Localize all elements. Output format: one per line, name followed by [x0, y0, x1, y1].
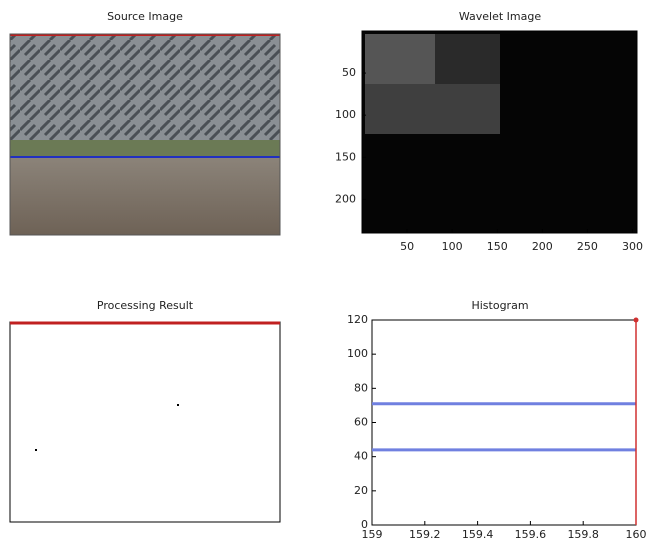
source-image	[10, 34, 280, 235]
x-tick-label: 250	[577, 240, 598, 253]
wavelet-image	[362, 31, 637, 233]
x-tick-label: 160	[626, 528, 647, 541]
x-tick-label: 200	[532, 240, 553, 253]
panel-title: Source Image	[107, 10, 183, 23]
x-tick-label: 150	[487, 240, 508, 253]
result-image	[10, 322, 280, 522]
x-tick-label: 100	[442, 240, 463, 253]
x-tick-label: 159.6	[515, 528, 547, 541]
x-tick-label: 300	[622, 240, 643, 253]
x-tick-label: 159.2	[409, 528, 441, 541]
y-tick-label: 80	[354, 381, 368, 394]
chart-title: Histogram	[471, 299, 528, 312]
y-tick-label: 120	[347, 313, 368, 326]
panel-title: Wavelet Image	[459, 10, 542, 23]
x-tick-label: 159.4	[462, 528, 494, 541]
y-tick-label: 0	[361, 518, 368, 531]
panel-title: Processing Result	[97, 299, 194, 312]
x-tick-label: 50	[400, 240, 414, 253]
y-tick-label: 150	[335, 150, 356, 163]
y-tick-label: 100	[347, 347, 368, 360]
axes-box	[372, 320, 636, 525]
figure-window: Source Image Wavelet Image Processing Re…	[0, 0, 650, 542]
y-tick-label: 200	[335, 192, 356, 205]
stem-marker	[634, 318, 639, 323]
y-tick-label: 100	[335, 108, 356, 121]
y-tick-label: 60	[354, 416, 368, 429]
x-tick-label: 159.8	[567, 528, 599, 541]
y-tick-label: 50	[342, 66, 356, 79]
y-tick-label: 20	[354, 484, 368, 497]
y-tick-label: 40	[354, 450, 368, 463]
